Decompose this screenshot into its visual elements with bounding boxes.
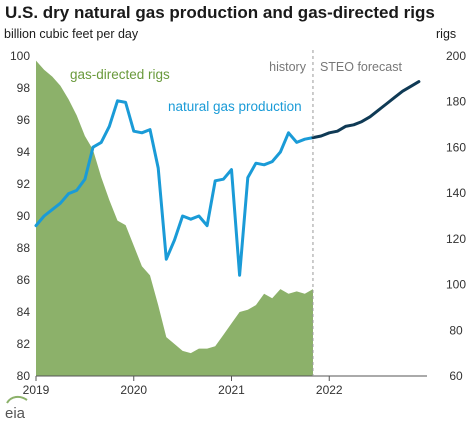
y-right-tick-label: 200 — [446, 49, 466, 63]
history-region-label: history — [269, 60, 307, 74]
y-right-tick-label: 100 — [446, 278, 466, 292]
x-tick-label: 2020 — [120, 383, 147, 397]
y-left-tick-label: 80 — [17, 369, 31, 383]
series-line-production-forecast — [311, 80, 421, 140]
x-tick-label: 2021 — [218, 383, 245, 397]
eia-logo-text: eia — [5, 405, 26, 422]
y-left-tick-label: 88 — [17, 241, 31, 255]
eia-logo: eia — [5, 395, 28, 422]
y-left-tick-label: 92 — [17, 177, 31, 191]
production-series-label: natural gas production — [168, 99, 302, 114]
y-right-tick-label: 160 — [446, 140, 466, 154]
y-left-tick-label: 98 — [17, 81, 31, 95]
y-left-tick-label: 90 — [17, 209, 31, 223]
y-left-tick-label: 94 — [17, 145, 31, 159]
y-left-tick-label: 84 — [17, 305, 31, 319]
y-right-tick-label: 140 — [446, 186, 466, 200]
rigs-series-label: gas-directed rigs — [70, 67, 170, 82]
axis-layer — [35, 375, 427, 381]
y-left-tick-label: 96 — [17, 113, 31, 127]
y-right-tick-label: 120 — [446, 232, 466, 246]
forecast-region-label: STEO forecast — [320, 60, 402, 74]
y-left-tick-label: 82 — [17, 337, 31, 351]
y-right-tick-label: 60 — [449, 369, 463, 383]
tick-label-layer: 80 82 84 86 88 90 92 94 96 98 100 60 80 100 120 140 160 1… — [10, 49, 466, 397]
series-line-production-history — [34, 99, 315, 277]
production-line-layer — [34, 80, 421, 277]
y-right-tick-label: 80 — [449, 323, 463, 337]
left-axis-unit: billion cubic feet per day — [4, 27, 139, 41]
rigs-area-layer — [36, 60, 313, 376]
eia-logo-swoosh — [6, 395, 28, 404]
x-tick-label: 2019 — [23, 383, 50, 397]
x-tick-label: 2022 — [316, 383, 343, 397]
right-axis-unit: rigs — [436, 27, 456, 41]
y-left-tick-label: 100 — [10, 49, 30, 63]
y-right-tick-label: 180 — [446, 95, 466, 109]
chart-title: U.S. dry natural gas production and gas-… — [5, 3, 435, 22]
series-area-gas-directed-rigs — [36, 60, 313, 376]
y-left-tick-label: 86 — [17, 273, 31, 287]
